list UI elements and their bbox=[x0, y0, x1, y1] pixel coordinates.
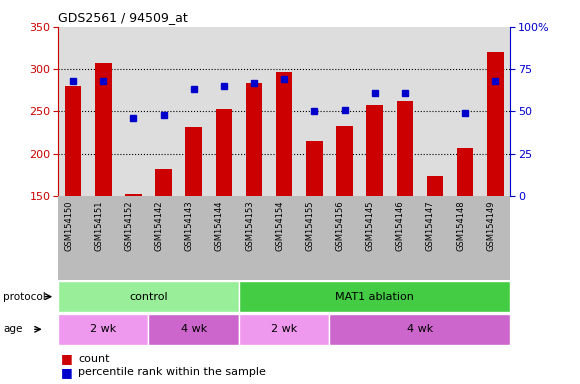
Text: GSM154156: GSM154156 bbox=[335, 200, 345, 251]
Text: GSM154151: GSM154151 bbox=[94, 200, 103, 251]
Text: count: count bbox=[78, 354, 110, 364]
Text: ■: ■ bbox=[61, 366, 72, 379]
Bar bbox=[148, 314, 239, 345]
Text: GSM154154: GSM154154 bbox=[275, 200, 284, 251]
Bar bbox=[125, 194, 142, 196]
Text: GDS2561 / 94509_at: GDS2561 / 94509_at bbox=[58, 11, 188, 24]
Text: GSM154150: GSM154150 bbox=[64, 200, 73, 251]
Text: control: control bbox=[129, 291, 168, 302]
Bar bbox=[336, 126, 353, 196]
Bar bbox=[186, 127, 202, 196]
Bar bbox=[239, 314, 329, 345]
Bar bbox=[58, 281, 239, 312]
Text: percentile rank within the sample: percentile rank within the sample bbox=[78, 367, 266, 377]
Text: 2 wk: 2 wk bbox=[90, 324, 117, 334]
Text: GSM154144: GSM154144 bbox=[215, 200, 224, 251]
Bar bbox=[276, 72, 292, 196]
Bar bbox=[306, 141, 322, 196]
Text: 2 wk: 2 wk bbox=[271, 324, 298, 334]
Bar bbox=[65, 86, 81, 196]
Text: protocol: protocol bbox=[3, 291, 46, 302]
Text: MAT1 ablation: MAT1 ablation bbox=[335, 291, 414, 302]
Bar bbox=[95, 63, 111, 196]
Bar bbox=[487, 52, 503, 196]
Bar bbox=[397, 101, 413, 196]
Text: GSM154142: GSM154142 bbox=[154, 200, 164, 251]
Bar bbox=[367, 104, 383, 196]
Text: GSM154145: GSM154145 bbox=[365, 200, 375, 251]
Bar bbox=[155, 169, 172, 196]
Text: GSM154147: GSM154147 bbox=[426, 200, 435, 251]
Text: 4 wk: 4 wk bbox=[407, 324, 433, 334]
Text: GSM154148: GSM154148 bbox=[456, 200, 465, 251]
Bar bbox=[457, 148, 473, 196]
Text: GSM154155: GSM154155 bbox=[305, 200, 314, 251]
Text: GSM154149: GSM154149 bbox=[486, 200, 495, 251]
Text: GSM154152: GSM154152 bbox=[124, 200, 133, 251]
Bar bbox=[329, 314, 510, 345]
Bar bbox=[246, 83, 262, 196]
Text: GSM154143: GSM154143 bbox=[184, 200, 194, 251]
Bar bbox=[58, 314, 148, 345]
Text: GSM154146: GSM154146 bbox=[396, 200, 405, 251]
Text: 4 wk: 4 wk bbox=[180, 324, 207, 334]
Text: ■: ■ bbox=[61, 353, 72, 366]
Text: age: age bbox=[3, 324, 22, 334]
Bar bbox=[427, 176, 443, 196]
Bar bbox=[216, 109, 232, 196]
Text: GSM154153: GSM154153 bbox=[245, 200, 254, 251]
Bar bbox=[239, 281, 510, 312]
